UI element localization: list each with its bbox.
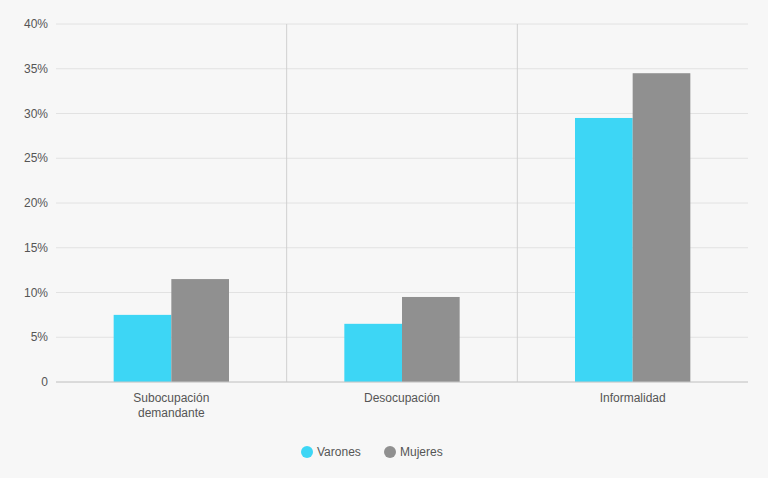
y-tick-label: 25% xyxy=(24,151,48,165)
bar xyxy=(575,118,633,382)
y-tick-label: 35% xyxy=(24,62,48,76)
x-axis-line xyxy=(56,382,748,383)
bar xyxy=(344,324,402,382)
group-divider xyxy=(286,24,287,382)
legend-swatch xyxy=(384,446,396,458)
legend-label: Mujeres xyxy=(400,445,443,459)
y-axis: 0 5% 10% 15% 20% 25% 30% 35% 40% xyxy=(24,17,748,389)
y-tick-label: 20% xyxy=(24,196,48,210)
x-axis: Subocupacióndemandante Desocupación Inform… xyxy=(133,391,665,420)
legend: Varones Mujeres xyxy=(301,445,443,459)
grid-line xyxy=(56,68,748,69)
legend-label: Varones xyxy=(317,445,361,459)
y-tick-label: 0 xyxy=(41,375,48,389)
y-tick-label: 15% xyxy=(24,241,48,255)
x-tick-label: Desocupación xyxy=(364,391,440,405)
x-tick-label: Informalidad xyxy=(600,391,666,405)
chart: 0 5% 10% 15% 20% 25% 30% 35% 40% Subocupacióndema… xyxy=(0,0,768,478)
group-divider xyxy=(517,24,518,382)
bar xyxy=(114,315,172,382)
bars xyxy=(114,73,691,382)
y-tick-label: 40% xyxy=(24,17,48,31)
bar xyxy=(633,73,691,382)
grid-line xyxy=(56,382,748,383)
y-tick-label: 30% xyxy=(24,107,48,121)
bar xyxy=(402,297,460,382)
bar xyxy=(171,279,229,382)
y-tick-label: 10% xyxy=(24,286,48,300)
grid-line xyxy=(56,24,748,25)
y-tick-label: 5% xyxy=(31,330,49,344)
x-tick-label: Subocupacióndemandante xyxy=(133,391,209,420)
legend-swatch xyxy=(301,446,313,458)
